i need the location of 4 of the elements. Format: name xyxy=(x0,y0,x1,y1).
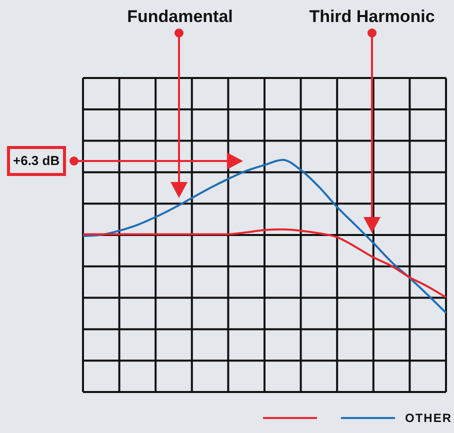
legend-label: OTHER xyxy=(405,411,452,425)
text: Fundamental xyxy=(127,7,233,27)
text: Third Harmonic xyxy=(309,7,435,27)
text: +6.3 dB xyxy=(7,146,66,176)
